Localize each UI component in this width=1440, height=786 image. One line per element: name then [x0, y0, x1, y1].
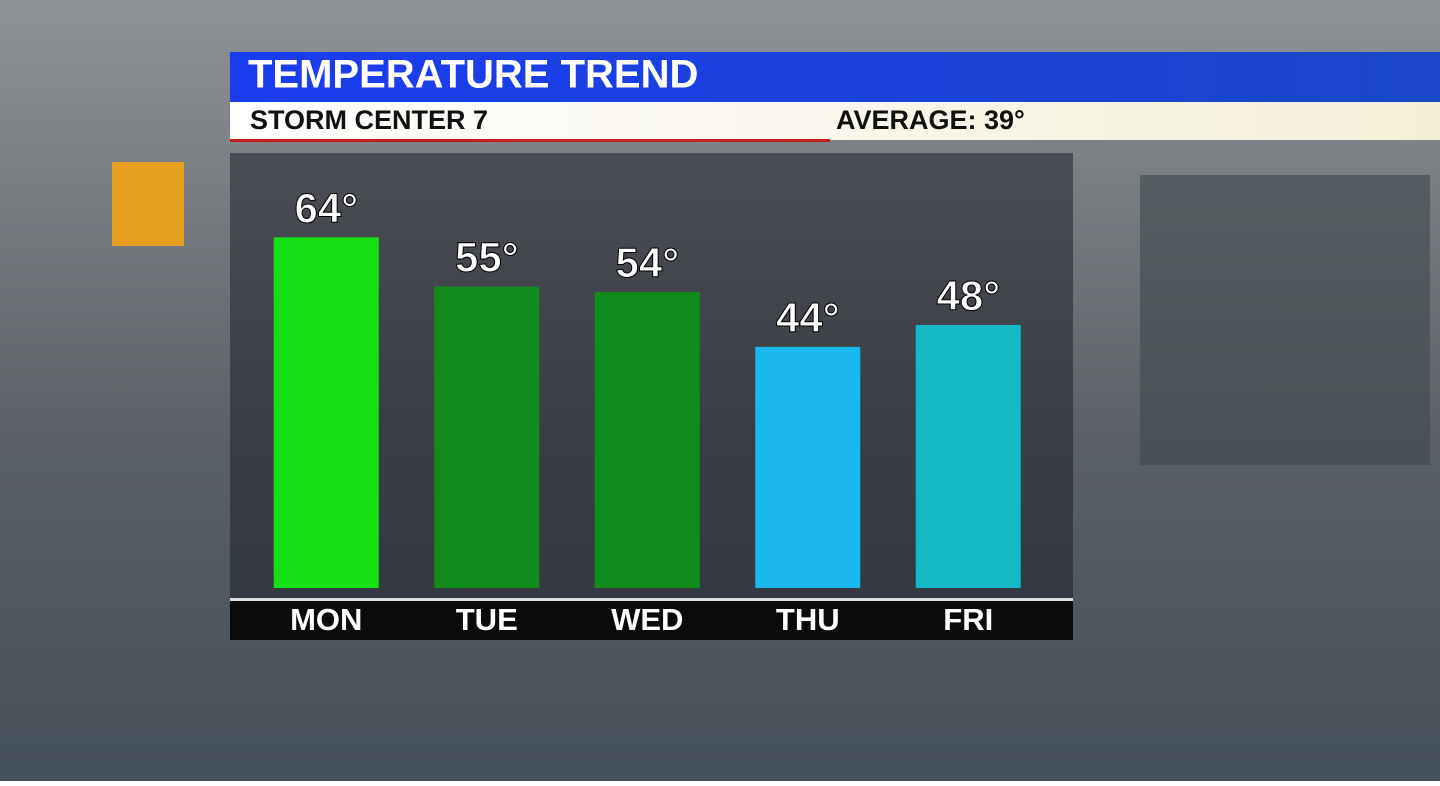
chart-title: TEMPERATURE TREND: [248, 53, 698, 97]
title-bar: [230, 52, 1440, 102]
subtitle-rule: [230, 139, 830, 142]
subtitle-bar: [230, 102, 1440, 140]
bar: [915, 324, 1021, 588]
x-tick-label: MON: [290, 602, 362, 637]
baseline: [230, 598, 1073, 601]
value-label: 55°: [455, 234, 519, 281]
value-label: 64°: [294, 184, 358, 231]
value-label: 54°: [615, 239, 679, 286]
bar: [273, 237, 379, 588]
background-building: [1140, 175, 1430, 465]
bar: [594, 292, 700, 588]
average-annotation: AVERAGE: 39°: [836, 105, 1025, 135]
value-label: 44°: [776, 294, 840, 341]
x-tick-label: WED: [611, 602, 683, 637]
x-tick-label: TUE: [456, 602, 518, 637]
subtitle: STORM CENTER 7: [250, 105, 488, 135]
value-label: 48°: [936, 272, 1000, 319]
x-tick-label: FRI: [943, 602, 993, 637]
traffic-light: [112, 162, 184, 246]
category-strip: [230, 598, 1073, 640]
x-tick-label: THU: [776, 602, 840, 637]
bar: [434, 286, 540, 588]
bar: [755, 346, 861, 588]
